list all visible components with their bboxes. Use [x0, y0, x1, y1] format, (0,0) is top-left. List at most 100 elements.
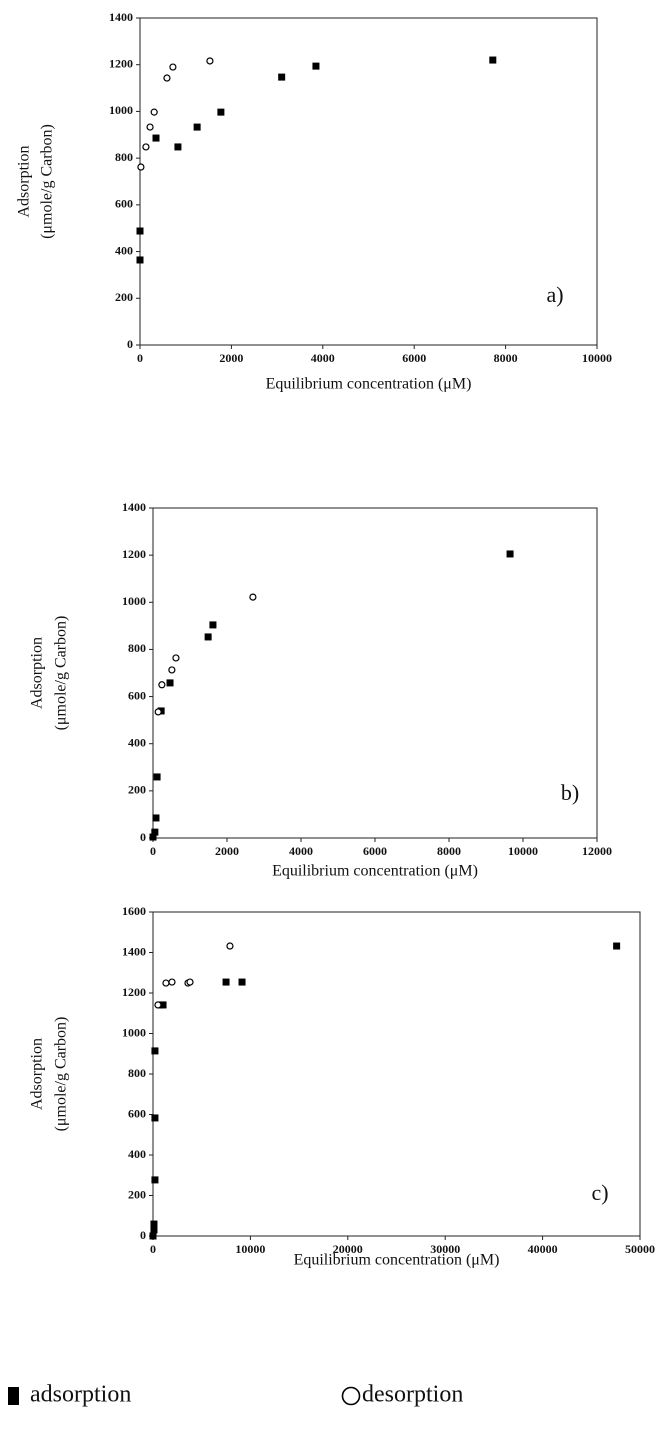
data-point: [153, 773, 161, 781]
data-point: [142, 143, 150, 151]
x-tick-label: 50000: [625, 1242, 655, 1256]
y-axis-title: Adsorption: [29, 1038, 46, 1110]
y-axis-title: (μmole/g Carbon): [53, 616, 70, 731]
y-tick-label: 1200: [122, 985, 146, 999]
plot-frame: [152, 911, 641, 1237]
data-point: [169, 63, 177, 71]
x-tick-label: 8000: [437, 844, 461, 858]
y-tick-label: 0: [140, 830, 146, 844]
data-point: [217, 108, 225, 116]
y-tick-label: 400: [128, 735, 146, 749]
data-point: [166, 679, 174, 687]
y-tick-label: 800: [128, 1066, 146, 1080]
data-point: [226, 942, 234, 950]
x-tick-label: 4000: [311, 351, 335, 365]
legend-label: adsorption: [30, 1382, 131, 1408]
plot-frame: [139, 17, 598, 346]
x-tick-label: 40000: [528, 1242, 558, 1256]
data-point: [151, 1176, 159, 1184]
x-tick-label: 30000: [430, 1242, 460, 1256]
legend-marker: [341, 1386, 361, 1406]
y-tick-label: 800: [115, 150, 133, 164]
panel-label: c): [591, 1180, 608, 1205]
data-point: [163, 74, 171, 82]
y-tick-label: 1200: [122, 547, 146, 561]
y-tick-label: 1000: [109, 103, 133, 117]
x-tick-label: 10000: [582, 351, 612, 365]
x-tick-label: 10000: [235, 1242, 265, 1256]
data-point: [150, 1220, 158, 1228]
data-point: [168, 978, 176, 986]
data-point: [152, 814, 160, 822]
data-point: [174, 143, 182, 151]
y-tick-label: 600: [115, 197, 133, 211]
data-point: [154, 1001, 162, 1009]
data-point: [613, 942, 621, 950]
legend-marker: [8, 1387, 19, 1405]
data-point: [159, 1001, 167, 1009]
panel-label: b): [561, 780, 579, 805]
data-point: [186, 978, 194, 986]
x-tick-label: 0: [150, 1242, 156, 1256]
data-point: [238, 978, 246, 986]
data-point: [137, 163, 145, 171]
data-point: [151, 1047, 159, 1055]
y-tick-label: 600: [128, 688, 146, 702]
x-tick-label: 0: [137, 351, 143, 365]
data-point: [136, 227, 144, 235]
data-point: [172, 654, 180, 662]
y-tick-label: 0: [127, 337, 133, 351]
x-tick-label: 4000: [289, 844, 313, 858]
data-point: [204, 633, 212, 641]
data-point: [222, 978, 230, 986]
x-tick-label: 8000: [494, 351, 518, 365]
y-tick-label: 1400: [109, 10, 133, 24]
y-tick-label: 1200: [109, 56, 133, 70]
plot-frame: [152, 507, 598, 839]
y-axis-title: Adsorption: [29, 637, 46, 709]
data-point: [154, 708, 162, 716]
x-tick-label: 20000: [333, 1242, 363, 1256]
data-point: [168, 666, 176, 674]
data-point: [151, 1114, 159, 1122]
x-tick-label: 0: [150, 844, 156, 858]
y-tick-label: 200: [128, 1187, 146, 1201]
data-point: [206, 57, 214, 65]
y-tick-label: 1000: [122, 1025, 146, 1039]
y-axis-title: Adsorption: [16, 146, 33, 218]
y-tick-label: 400: [115, 243, 133, 257]
data-point: [158, 681, 166, 689]
y-tick-label: 800: [128, 641, 146, 655]
x-tick-label: 2000: [219, 351, 243, 365]
x-tick-label: 2000: [215, 844, 239, 858]
data-point: [152, 134, 160, 142]
y-tick-label: 1400: [122, 500, 146, 514]
panel-label: a): [546, 282, 563, 307]
y-tick-label: 1000: [122, 594, 146, 608]
legend-label: desorption: [362, 1382, 463, 1408]
data-point: [149, 833, 157, 841]
data-point: [151, 828, 159, 836]
x-tick-label: 10000: [508, 844, 538, 858]
y-tick-label: 600: [128, 1106, 146, 1120]
y-tick-label: 200: [128, 783, 146, 797]
y-tick-label: 1600: [122, 904, 146, 918]
data-point: [149, 1232, 157, 1240]
y-tick-label: 0: [140, 1228, 146, 1242]
x-axis-title: Equilibrium concentration (μM): [272, 863, 478, 880]
y-axis-title: (μmole/g Carbon): [53, 1017, 70, 1132]
y-tick-label: 400: [128, 1147, 146, 1161]
data-point: [146, 123, 154, 131]
data-point: [506, 550, 514, 558]
x-tick-label: 12000: [582, 844, 612, 858]
y-tick-label: 200: [115, 290, 133, 304]
y-axis-title: (μmole/g Carbon): [39, 124, 56, 239]
data-point: [162, 979, 170, 987]
x-axis-title: Equilibrium concentration (μM): [266, 376, 472, 393]
x-axis-title: Equilibrium concentration (μM): [294, 1252, 500, 1269]
data-point: [150, 1226, 158, 1234]
x-tick-label: 6000: [402, 351, 426, 365]
data-point: [489, 56, 497, 64]
